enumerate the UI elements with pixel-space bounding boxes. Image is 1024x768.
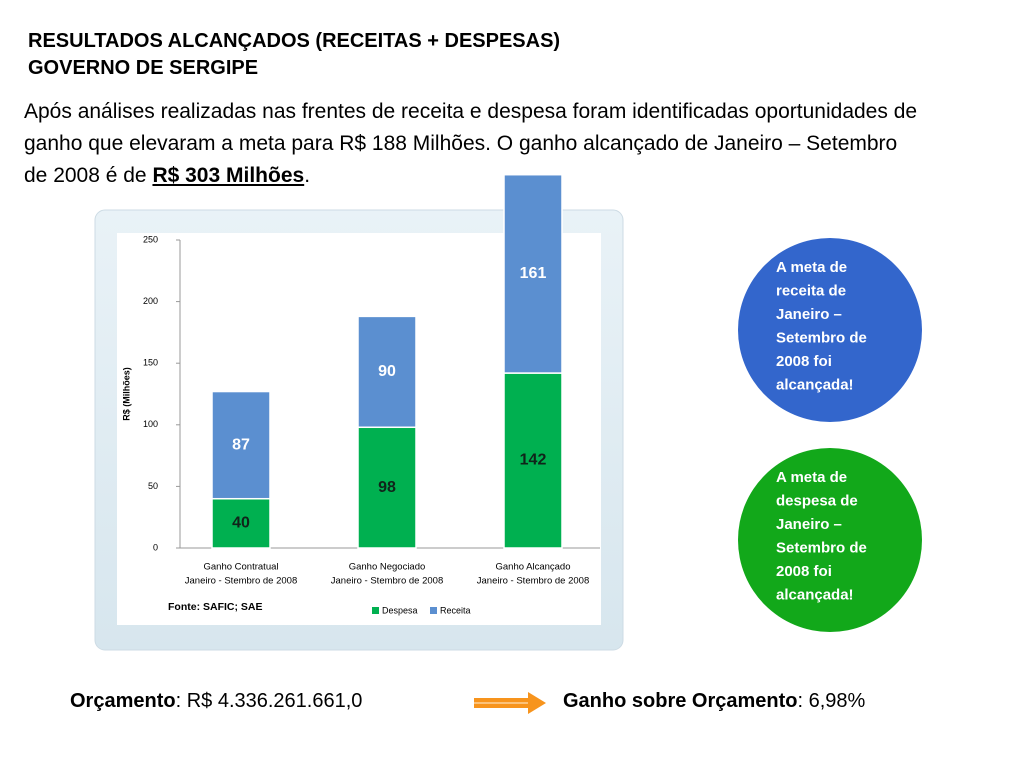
budget: Orçamento: R$ 4.336.261.661,0: [70, 690, 362, 713]
bar-segment: [503, 372, 563, 549]
legend-swatch: [372, 607, 379, 614]
callout-text: despesa de: [776, 492, 858, 509]
value-label: 142: [520, 452, 547, 469]
gain-label: Ganho sobre Orçamento: [563, 690, 798, 712]
y-tick-label: 100: [143, 419, 158, 429]
source: Fonte: SAFIC; SAE: [168, 601, 263, 613]
legend-swatch: [430, 607, 437, 614]
gain: Ganho sobre Orçamento: 6,98%: [563, 690, 865, 713]
x-tick-label: Ganho Alcançado: [495, 562, 570, 573]
title-line: RESULTADOS ALCANÇADOS (RECEITAS + DESPES…: [28, 30, 561, 52]
value-label: 90: [378, 363, 396, 380]
y-axis-label: R$ (Milhões): [121, 367, 131, 421]
intro-highlight: R$ 303 Milhões: [152, 164, 305, 187]
title: RESULTADOS ALCANÇADOS (RECEITAS + DESPES…: [28, 28, 560, 82]
callout-text: A meta de: [776, 259, 847, 276]
callout-circle: [738, 238, 922, 422]
callout-text: Janeiro –: [776, 306, 842, 323]
callout-text: alcançada!: [776, 586, 854, 603]
intro-text: Após análises realizadas nas frentes de …: [24, 96, 924, 192]
x-tick-sublabel: Janeiro - Stembro de 2008: [185, 576, 297, 587]
value-label: 40: [232, 515, 250, 532]
x-tick-label: Ganho Contratual: [204, 562, 279, 573]
callout-circle: [738, 448, 922, 632]
callout-text: receita de: [776, 282, 846, 299]
bar-segment: [357, 426, 417, 549]
callout-text: 2008 foi: [776, 353, 832, 370]
legend-label: Despesa: [382, 605, 418, 615]
callout-text: alcançada!: [776, 376, 854, 393]
title-line: GOVERNO DE SERGIPE: [28, 57, 259, 79]
bar-segment: [211, 390, 271, 500]
value-label: 98: [378, 479, 396, 496]
intro-body: Após análises realizadas nas frentes de …: [24, 100, 918, 187]
value-label: 161: [520, 265, 547, 282]
callout-text: Setembro de: [776, 329, 867, 346]
budget-label: Orçamento: [70, 690, 176, 712]
y-tick-label: 0: [153, 542, 158, 552]
y-tick-label: 250: [143, 234, 158, 244]
y-tick-label: 50: [148, 481, 158, 491]
callout-text: Setembro de: [776, 539, 867, 556]
legend-label: Receita: [440, 605, 471, 615]
bar-segment: [357, 315, 417, 429]
bar-segment: [211, 497, 271, 549]
budget-value: : R$ 4.336.261.661,0: [175, 690, 363, 712]
callout-text: 2008 foi: [776, 563, 832, 580]
bar-segment: [503, 173, 563, 374]
x-tick-sublabel: Janeiro - Stembro de 2008: [477, 576, 589, 587]
x-tick-sublabel: Janeiro - Stembro de 2008: [331, 576, 443, 587]
y-tick-label: 200: [143, 296, 158, 306]
arrow: [474, 692, 546, 714]
value-label: 87: [232, 436, 250, 453]
gain-value: : 6,98%: [797, 690, 866, 712]
callout-text: A meta de: [776, 469, 847, 486]
y-tick-label: 150: [143, 358, 158, 368]
callout-text: Janeiro –: [776, 516, 842, 533]
intro-end: .: [304, 164, 311, 187]
x-tick-label: Ganho Negociado: [349, 562, 426, 573]
